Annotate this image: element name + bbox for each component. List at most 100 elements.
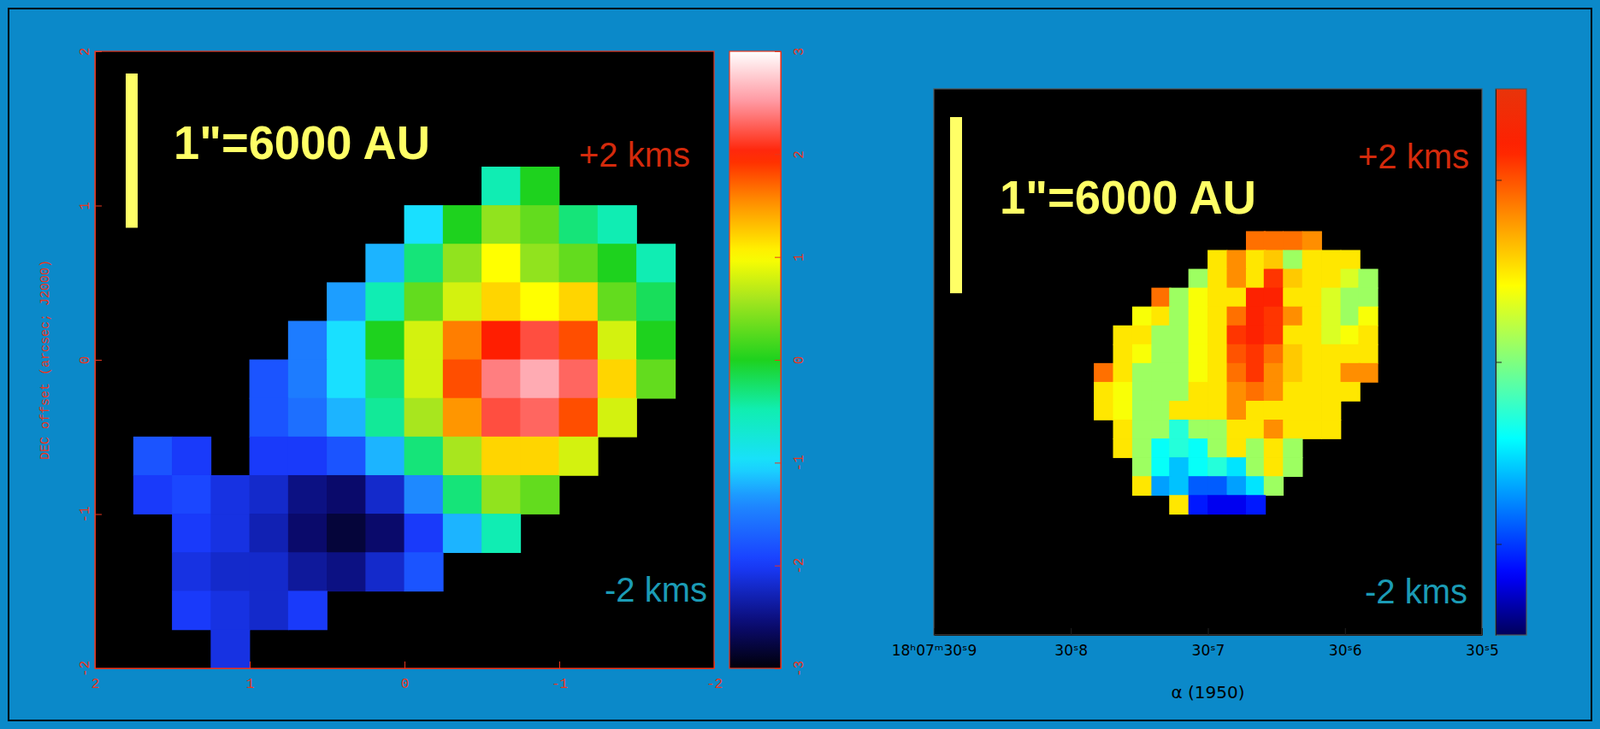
tick: -3 <box>774 661 808 678</box>
cell <box>1227 363 1247 384</box>
cell <box>559 360 599 400</box>
cell <box>1169 288 1189 308</box>
tick: 1 <box>77 201 102 211</box>
tick-mark <box>1495 180 1502 182</box>
cell <box>1151 344 1171 365</box>
panel: 210-1-2-2-1012DEC offset (arcsec; J2000)… <box>38 47 808 694</box>
cell <box>1132 382 1152 402</box>
cell <box>1282 288 1303 308</box>
cell <box>1302 382 1323 402</box>
cell <box>1245 495 1266 515</box>
cell <box>1263 438 1284 459</box>
tick-label: 30ˢ7 <box>1192 642 1226 660</box>
cell <box>1169 307 1189 327</box>
cell <box>326 436 367 477</box>
cell <box>171 436 212 477</box>
tick-mark <box>774 462 781 464</box>
cell <box>1282 382 1303 402</box>
cell <box>1282 250 1303 271</box>
cell <box>1263 325 1284 346</box>
cell <box>1151 457 1171 478</box>
tick-label: 30ˢ8 <box>1054 642 1088 660</box>
cell <box>1263 288 1284 308</box>
cell <box>1169 325 1189 346</box>
x-axis: 210-1-2 <box>91 661 723 693</box>
cell <box>1169 495 1189 515</box>
cell <box>1302 401 1323 421</box>
cell <box>1302 325 1323 346</box>
tick-label: -1 <box>551 677 568 693</box>
cell <box>404 552 444 592</box>
colorbar-axis <box>1495 89 1502 637</box>
cell <box>519 398 560 438</box>
cell <box>365 282 405 322</box>
tick <box>1495 180 1502 182</box>
tick: 30ˢ8 <box>1054 628 1088 660</box>
cell <box>1132 344 1152 365</box>
cell <box>1302 288 1323 308</box>
cell <box>1357 325 1378 346</box>
cell <box>326 398 367 438</box>
cell <box>404 398 444 438</box>
cell <box>1207 419 1228 440</box>
cell <box>1302 269 1323 290</box>
cell <box>1302 363 1323 384</box>
cell <box>481 475 521 515</box>
plot-background <box>933 88 1482 636</box>
cell <box>481 360 521 400</box>
cell <box>326 360 367 400</box>
tick-label: 1 <box>246 677 255 693</box>
tick: 2 <box>77 47 102 57</box>
cell <box>1132 325 1152 346</box>
tick-label: 0 <box>791 356 808 366</box>
tick-mark <box>1208 628 1210 636</box>
cell <box>288 320 328 361</box>
cell <box>1113 363 1134 384</box>
tick-label: 30ˢ6 <box>1328 642 1363 660</box>
cell <box>1188 382 1209 402</box>
cell <box>1188 476 1209 496</box>
colorbar <box>1495 88 1527 636</box>
cell <box>481 513 521 554</box>
cell <box>1282 401 1303 421</box>
tick-label: -3 <box>791 661 808 678</box>
cell <box>1207 438 1228 459</box>
cell <box>1245 457 1266 478</box>
tick-mark <box>1481 628 1483 636</box>
cell <box>1188 269 1209 290</box>
cell <box>1302 307 1323 327</box>
cell <box>326 513 367 554</box>
tick: -1 <box>77 506 102 523</box>
cell <box>1093 382 1114 402</box>
cell <box>1227 307 1247 327</box>
tick-label: 2 <box>791 150 808 160</box>
cell <box>1263 250 1284 271</box>
cell <box>365 436 405 477</box>
x-axis-title: α (1950) <box>1170 682 1245 703</box>
cell <box>1169 401 1189 421</box>
tick-mark <box>774 257 781 259</box>
cell <box>1245 307 1266 327</box>
cell <box>1282 307 1303 327</box>
cell <box>1282 344 1303 365</box>
tick-mark <box>559 661 561 669</box>
cell <box>636 243 676 284</box>
tick <box>1495 544 1502 546</box>
tick-label: 18ʰ07ᵐ30ˢ9 <box>891 642 978 660</box>
cell <box>326 552 367 592</box>
tick-label: 30ˢ5 <box>1465 642 1500 660</box>
cell <box>1207 476 1228 496</box>
axis-line <box>95 668 715 670</box>
cell <box>404 360 444 400</box>
cell <box>442 360 483 400</box>
cell <box>1357 288 1378 308</box>
cell <box>365 243 405 284</box>
cell <box>404 243 444 284</box>
cell <box>481 243 521 284</box>
tick-label: -2 <box>791 558 808 575</box>
plot-frame <box>933 88 1482 636</box>
cell <box>1151 382 1171 402</box>
cell <box>1207 269 1228 290</box>
cell <box>171 590 212 631</box>
cell <box>288 513 328 554</box>
